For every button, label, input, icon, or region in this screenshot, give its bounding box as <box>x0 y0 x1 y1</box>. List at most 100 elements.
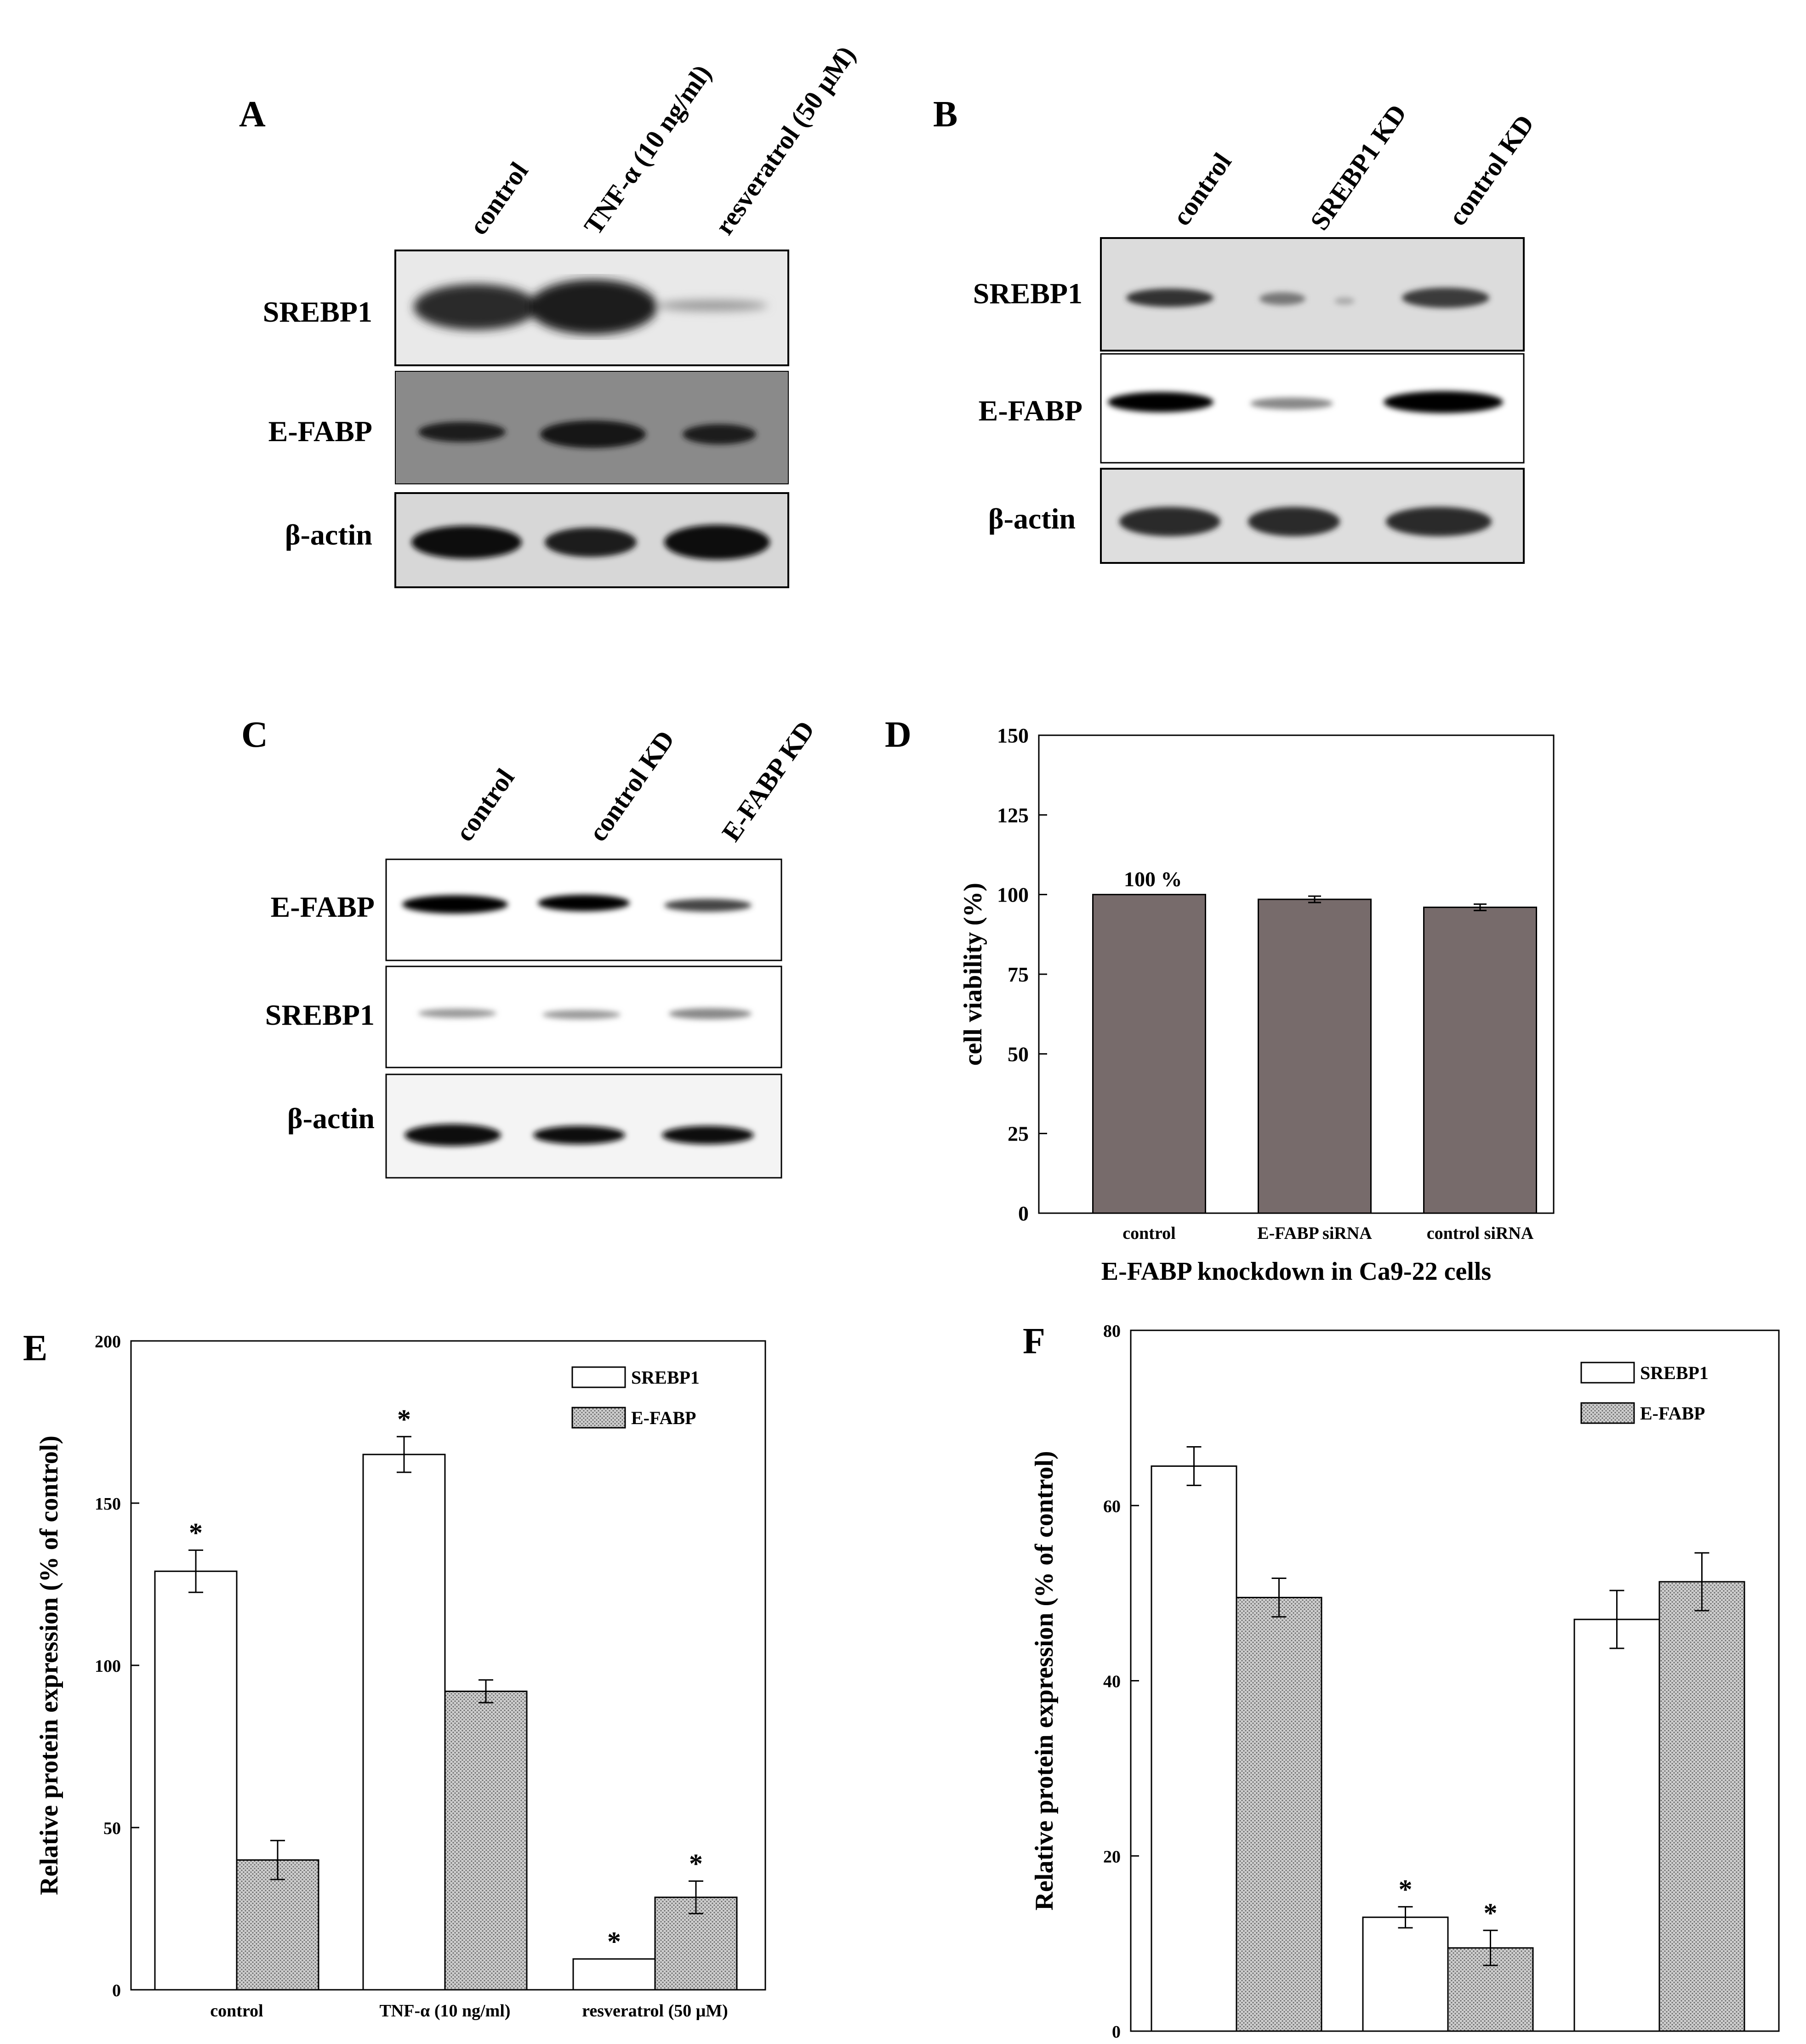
row-label-b-1: E-FABP <box>979 394 1082 427</box>
band-b-actin-1 <box>1248 507 1340 536</box>
band-a-efabp-2 <box>683 424 756 444</box>
x-tick-label-f-2: control KD <box>1618 2043 1701 2044</box>
y-tick-label-d-6: 150 <box>997 724 1029 747</box>
legend-swatch-e-1 <box>571 1407 626 1429</box>
legend-label-e-0: SREBP1 <box>631 1367 700 1388</box>
blot-panel-a: control TNF-α (10 ng/ml) resveratrol (50… <box>263 40 861 588</box>
blot-panel-b: control SREBP1 KD control KD SREBP1 E-FA… <box>973 99 1540 564</box>
band-a-srebp1-2 <box>657 300 768 311</box>
panel-label-d: D <box>885 715 912 755</box>
x-tick-label-d-2: control siRNA <box>1427 1224 1534 1243</box>
panel-label-f: F <box>1023 1321 1045 1362</box>
chart-panel-d: 0 25 50 75 100 125 150 control E-FABP siRNA contr… <box>959 724 1555 1286</box>
row-label-a-1: E-FABP <box>268 415 372 448</box>
row-label-b-0: SREBP1 <box>973 277 1082 310</box>
band-a-srebp1-0 <box>414 284 538 330</box>
panel-label-a: A <box>239 94 266 135</box>
y-axis-title-e: Relative protein expression (% of contro… <box>35 1436 63 1895</box>
x-tick-label-d-1: E-FABP siRNA <box>1257 1224 1372 1243</box>
y-axis-title-f: Relative protein expression (% of contro… <box>1030 1451 1059 1910</box>
band-b-actin-0 <box>1119 507 1220 536</box>
row-label-c-2: β-actin <box>287 1102 375 1135</box>
lane-label-c-0: control <box>449 763 520 847</box>
lane-label-b-1: SREBP1 KD <box>1304 99 1412 235</box>
significance-star-f-0-1: * <box>1399 1874 1413 1904</box>
bar-e-srebp1-2 <box>572 1958 656 1991</box>
band-c-srebp1-0 <box>418 1009 496 1018</box>
significance-star-e-0-0: * <box>189 1517 203 1548</box>
lane-label-a-0: control <box>463 157 534 240</box>
band-a-actin-0 <box>411 526 522 559</box>
band-c-efabp-1 <box>538 895 630 911</box>
band-c-efabp-0 <box>402 895 508 914</box>
lane-label-a-2: resveratrol (50 μM) <box>709 40 861 240</box>
legend-swatch-e-0 <box>571 1366 626 1388</box>
x-tick-label-f-0: control <box>1210 2043 1263 2044</box>
band-b-efabp-1 <box>1250 397 1333 409</box>
panel-label-e: E <box>23 1328 47 1368</box>
y-tick-label-e-2: 100 <box>95 1657 121 1676</box>
band-a-efabp-1 <box>540 420 646 448</box>
y-tick-label-d-5: 125 <box>997 803 1029 827</box>
row-label-a-2: β-actin <box>285 518 372 551</box>
band-a-actin-1 <box>545 528 637 557</box>
y-tick-label-f-4: 80 <box>1103 1322 1121 1341</box>
bar-e-efabp-1 <box>444 1690 528 1991</box>
lane-label-b-0: control <box>1166 148 1237 231</box>
band-b-srebp1-2 <box>1334 297 1355 305</box>
band-b-srebp1-1 <box>1259 292 1305 305</box>
band-a-efabp-0 <box>418 422 506 442</box>
y-tick-label-f-1: 20 <box>1103 1847 1121 1867</box>
chart-panel-f: 0 20 40 60 80 * * control SREBP1 KD control KD SRE… <box>1030 1322 1780 2044</box>
x-tick-label-e-2: resveratrol (50 μM) <box>582 2001 728 2021</box>
significance-star-e-0-2: * <box>607 1926 621 1957</box>
band-b-actin-2 <box>1386 507 1492 536</box>
legend-swatch-f-0 <box>1580 1362 1635 1384</box>
bar-d-0 <box>1092 894 1206 1214</box>
panel-label-b: B <box>933 94 957 135</box>
y-tick-label-f-0: 0 <box>1112 2022 1121 2042</box>
band-b-srebp1-3 <box>1402 288 1489 308</box>
band-b-srebp1-0 <box>1126 289 1213 307</box>
band-a-srebp1-1 <box>529 279 657 335</box>
row-label-a-0: SREBP1 <box>263 295 372 328</box>
band-a-actin-2 <box>664 525 770 560</box>
bar-e-srebp1-1 <box>362 1454 446 1991</box>
lane-label-c-2: E-FABP KD <box>716 715 820 847</box>
band-c-actin-0 <box>404 1124 501 1146</box>
y-tick-label-e-0: 0 <box>112 1981 121 2000</box>
x-tick-label-d-0: control <box>1122 1224 1175 1243</box>
x-axis-title-d: E-FABP knockdown in Ca9-22 cells <box>1101 1257 1491 1286</box>
legend-label-f-0: SREBP1 <box>1640 1363 1709 1383</box>
bar-e-efabp-0 <box>236 1859 319 1991</box>
lane-label-b-2: control KD <box>1442 109 1539 231</box>
band-b-efabp-2 <box>1384 391 1503 413</box>
row-label-c-1: SREBP1 <box>265 999 375 1031</box>
lane-label-a-1: TNF-α (10 ng/ml) <box>578 59 717 240</box>
y-tick-label-d-2: 50 <box>1008 1042 1029 1066</box>
band-c-actin-2 <box>662 1126 754 1144</box>
significance-star-e-1-2: * <box>689 1848 703 1879</box>
x-tick-label-e-1: TNF-α (10 ng/ml) <box>379 2001 510 2021</box>
legend-label-f-1: E-FABP <box>1640 1403 1705 1424</box>
bar-d-1 <box>1258 898 1372 1214</box>
y-axis-title-d: cell viability (%) <box>959 883 987 1066</box>
legend-swatch-f-1 <box>1580 1402 1635 1424</box>
significance-star-e-0-1: * <box>397 1404 411 1434</box>
y-tick-label-d-0: 0 <box>1018 1202 1029 1225</box>
annotation-d: 100 % <box>1124 868 1182 891</box>
chart-panel-e: 0 50 100 150 200 * * * * control TNF-α (10 ng/ml) r… <box>35 1332 766 2021</box>
row-label-b-2: β-actin <box>988 502 1076 535</box>
row-label-c-0: E-FABP <box>271 891 375 923</box>
band-c-actin-1 <box>533 1126 625 1144</box>
y-tick-label-d-1: 25 <box>1008 1122 1029 1146</box>
bar-f-efabp-0 <box>1236 1596 1322 2032</box>
y-tick-label-e-3: 150 <box>95 1494 121 1514</box>
y-tick-label-f-3: 60 <box>1103 1497 1121 1516</box>
y-tick-label-e-4: 200 <box>95 1332 121 1351</box>
y-tick-label-d-3: 75 <box>1008 963 1029 986</box>
bar-d-2 <box>1423 906 1537 1214</box>
bar-f-srebp1-2 <box>1573 1618 1660 2032</box>
band-c-srebp1-2 <box>669 1008 752 1019</box>
significance-star-f-1-1: * <box>1484 1898 1498 1928</box>
